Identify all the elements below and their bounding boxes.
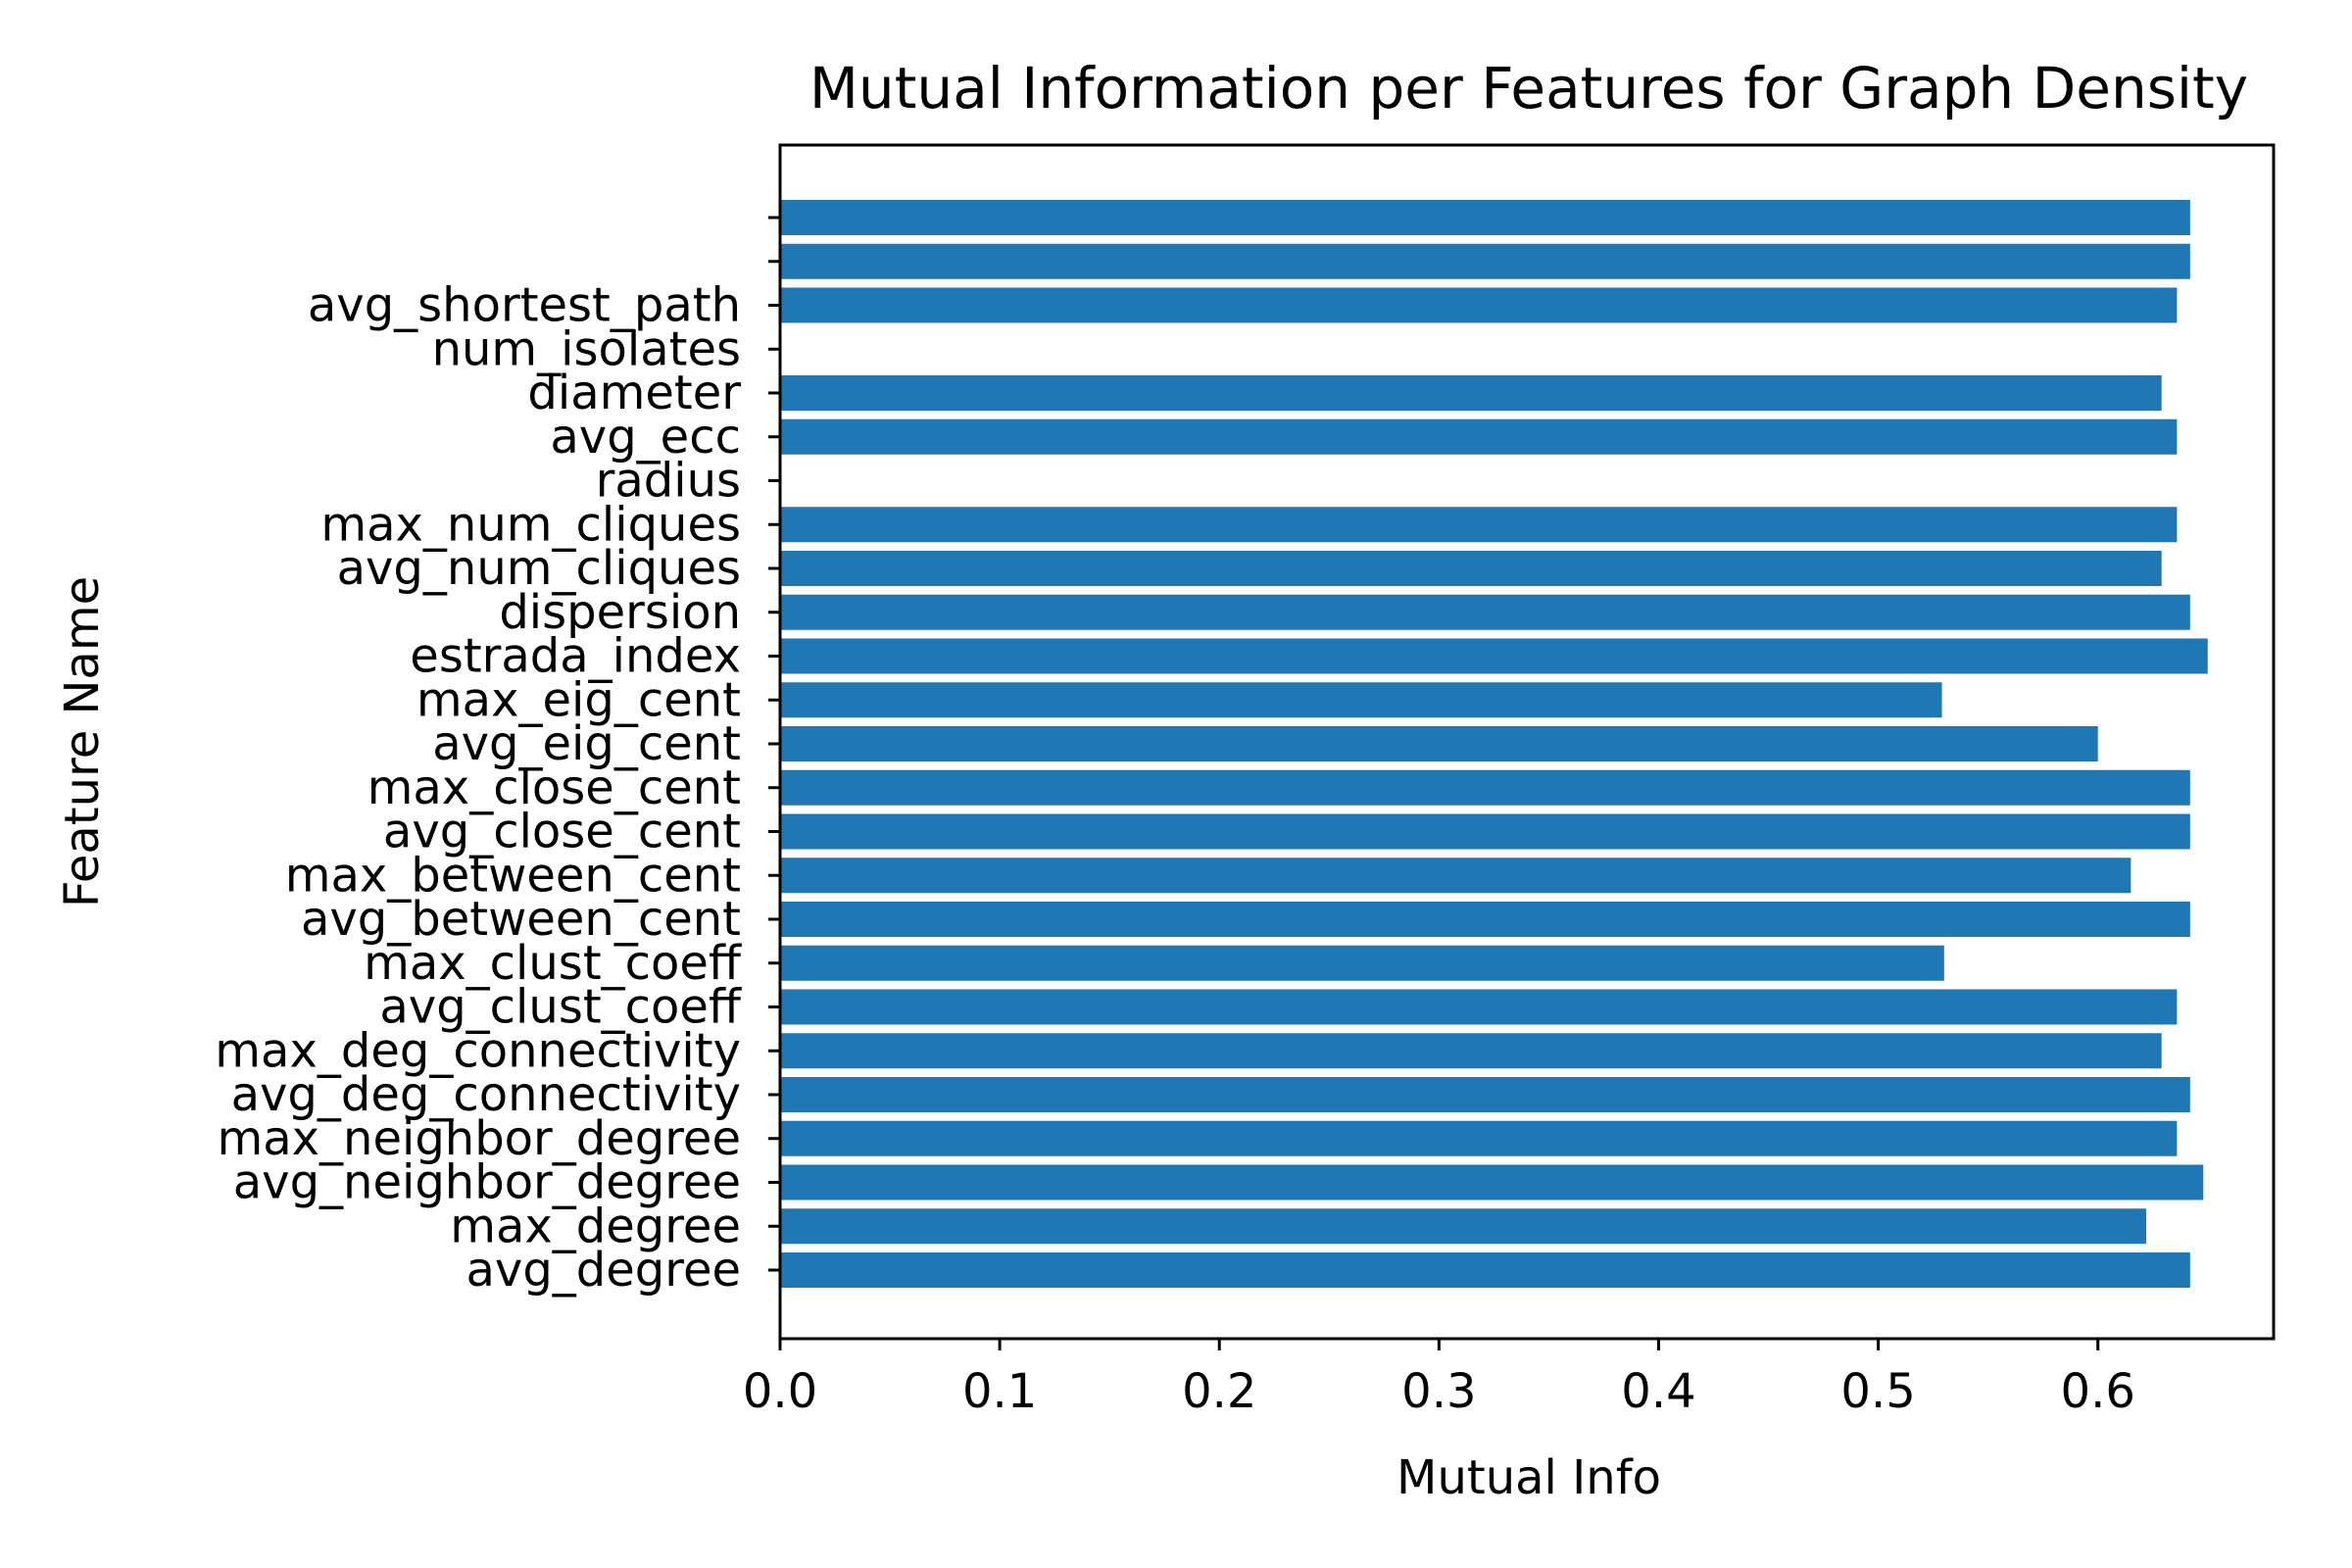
y-tick-label: radius (596, 454, 741, 509)
x-tick-label: 0.0 (743, 1364, 817, 1419)
bar-avg_between_cent (780, 902, 2190, 937)
y-tick-label: max_num_cliques (320, 497, 741, 552)
bar-avg_ecc (780, 418, 2178, 455)
y-tick-label: avg_between_cent (301, 892, 741, 947)
y-tick-label: avg_ecc (550, 410, 741, 465)
bar-avg_degree (780, 1252, 2190, 1288)
bar-avg_eig_cent (780, 726, 2098, 761)
bar-avg_clust_coeff (780, 989, 2178, 1025)
y-axis-label: Feature Name (55, 576, 110, 907)
x-tick-label: 0.6 (2061, 1364, 2135, 1419)
y-tick-label: avg_degree (466, 1243, 742, 1298)
bar-avg_shortest_path (780, 287, 2178, 323)
y-tick-label: max_clust_coeff (364, 936, 742, 991)
bar-max_clust_coeff (780, 945, 1944, 981)
bar-dispersion (780, 594, 2190, 630)
bar-max_num_cliques (780, 507, 2178, 543)
x-tick-label: 0.5 (1840, 1364, 1915, 1419)
y-tick-label: avg_deg_connectivity (231, 1067, 741, 1122)
bar-diameter (780, 375, 2162, 411)
y-tick-label: max_between_cent (285, 848, 741, 903)
y-axis-ticks: avg_degreemax_degreeavg_neighbor_degreem… (215, 216, 780, 1298)
bar-max_between_cent (780, 858, 2132, 894)
x-tick-label: 0.4 (1621, 1364, 1695, 1419)
y-tick-label: estrada_index (410, 629, 741, 684)
bar-max_degree (780, 1208, 2147, 1245)
bar-max_close_cent (780, 769, 2190, 806)
bar-avg_close_cent (780, 813, 2190, 850)
bar-estrada_index (780, 638, 2208, 674)
bar-avg_neighbor_degree (780, 1164, 2204, 1200)
bar-unnamed-24 (780, 200, 2190, 235)
x-axis-label: Mutual Info (1396, 1450, 1661, 1505)
x-tick-label: 0.3 (1401, 1364, 1476, 1419)
x-tick-label: 0.2 (1182, 1364, 1256, 1419)
bar-unnamed-23 (780, 243, 2190, 279)
y-tick-label: max_degree (450, 1199, 741, 1253)
y-tick-label: avg_shortest_path (308, 278, 741, 333)
y-tick-label: avg_close_cent (383, 805, 741, 859)
plot-frame (778, 143, 2276, 1341)
bar-max_eig_cent (780, 682, 1942, 718)
y-tick-label: avg_num_cliques (337, 541, 741, 596)
y-tick-label: avg_eig_cent (432, 716, 741, 771)
y-tick-label: avg_clust_coeff (379, 980, 742, 1035)
y-tick-label: max_eig_cent (416, 672, 741, 727)
x-axis-ticks: 0.0 0.1 0.2 0.3 0.4 0.5 0.6 (743, 1339, 2135, 1419)
bar-avg_deg_connectivity (780, 1077, 2190, 1112)
y-tick-label: avg_neighbor_degree (233, 1155, 741, 1210)
x-tick-label: 0.1 (962, 1364, 1037, 1419)
bar-max_deg_connectivity (780, 1033, 2162, 1069)
bars-group (780, 200, 2208, 1288)
y-tick-label: dispersion (499, 585, 741, 640)
y-tick-label: diameter (527, 366, 741, 420)
bar-avg_num_cliques (780, 551, 2162, 586)
y-tick-label: max_close_cent (368, 760, 741, 815)
chart-title: Mutual Information per Features for Grap… (809, 55, 2248, 122)
bar-max_neighbor_degree (780, 1120, 2178, 1156)
y-tick-label: num_isolates (432, 321, 741, 376)
y-tick-label: max_neighbor_degree (217, 1111, 741, 1166)
y-tick-label: max_deg_connectivity (215, 1023, 741, 1078)
